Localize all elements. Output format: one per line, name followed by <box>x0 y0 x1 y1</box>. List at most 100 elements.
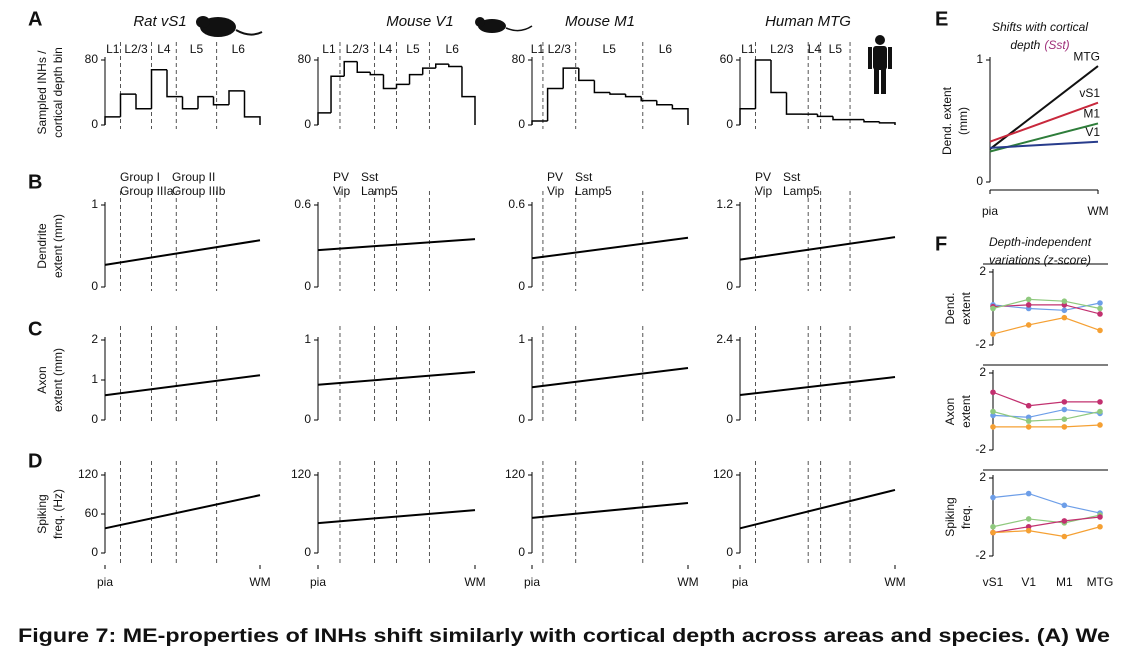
series-point <box>1097 311 1103 317</box>
histogram-bar <box>119 93 136 117</box>
series-point <box>990 305 996 312</box>
layer-label: L6 <box>659 42 673 56</box>
series-line <box>992 410 1101 422</box>
column-title: Mouse V1 <box>386 13 454 30</box>
series-line <box>992 317 1101 335</box>
y-tick-label: 1 <box>518 332 525 346</box>
y-tick-label: 2 <box>91 332 98 346</box>
y-tick-label: 120 <box>78 467 98 481</box>
histogram-bar <box>448 64 462 68</box>
series-point <box>1025 527 1032 534</box>
y-tick-label: 80 <box>512 52 526 66</box>
series-point <box>1097 300 1103 306</box>
y-tick-label: -2 <box>975 442 986 456</box>
series-point <box>1025 302 1032 308</box>
y-tick-label: -2 <box>975 548 986 562</box>
y-tick-label: 120 <box>291 467 311 481</box>
legend-entry: Lamp5 <box>361 184 398 198</box>
y-tick-label: 0.6 <box>508 197 525 211</box>
legend-entry: Sst <box>783 170 801 184</box>
series-point <box>1025 402 1032 409</box>
series-point <box>990 529 996 536</box>
histogram-bar <box>421 67 436 75</box>
panel-label: B <box>28 171 42 193</box>
legend-entry: Group I <box>120 170 160 184</box>
y-tick-label: 1 <box>91 372 98 386</box>
x-tick-label: WM <box>884 575 905 589</box>
panel-title: Shifts with cortical <box>992 20 1088 34</box>
fit-line <box>104 494 261 530</box>
histogram-bar <box>461 66 476 125</box>
series-label: V1 <box>1085 125 1100 139</box>
histogram-bar <box>166 69 183 98</box>
fit-line <box>104 374 261 397</box>
histogram-bar <box>369 72 384 76</box>
histogram-bar <box>656 100 673 106</box>
histogram-bar <box>395 83 410 89</box>
title-highlight: (Sst) <box>1044 38 1069 52</box>
panel-label: F <box>935 233 947 255</box>
y-axis-label: cortical depth bin <box>51 47 65 138</box>
legend-entry: Vip <box>755 184 772 198</box>
x-tick-label: pia <box>524 575 540 589</box>
fit-line <box>989 101 1099 143</box>
y-tick-label: 0 <box>91 545 98 559</box>
legend-entry: PV <box>755 170 771 184</box>
legend-entry: Lamp5 <box>575 184 612 198</box>
series-line <box>992 514 1101 528</box>
y-tick-label: 0 <box>726 279 733 293</box>
histogram-bar <box>228 90 245 105</box>
panel-label: A <box>28 8 42 30</box>
layer-label: L5 <box>406 42 420 56</box>
human-icon <box>868 35 892 94</box>
histogram-bar <box>816 114 833 118</box>
series-point <box>1097 422 1103 428</box>
histogram-bar <box>317 112 332 125</box>
y-tick-label: 0 <box>91 279 98 293</box>
histogram-bar <box>150 69 167 109</box>
layer-label: L1 <box>106 42 120 56</box>
fit-line <box>739 236 896 261</box>
histogram-bar <box>343 60 358 77</box>
fit-line <box>989 140 1099 149</box>
y-axis-label: extent (mm) <box>51 214 65 278</box>
histogram-bar <box>135 94 152 110</box>
histogram-bar <box>243 90 261 125</box>
layer-label: L4 <box>379 42 393 56</box>
mouse-icon <box>475 17 533 33</box>
y-tick-label: -2 <box>975 337 986 351</box>
series-point <box>1097 327 1103 334</box>
y-tick-label: 0 <box>726 412 733 426</box>
legend-entry: Lamp5 <box>783 184 820 198</box>
y-tick-label: 0 <box>304 117 311 131</box>
series-line <box>992 516 1101 534</box>
histogram-bar <box>197 95 214 109</box>
y-axis-label: Spiking <box>35 494 49 533</box>
series-point <box>990 389 996 396</box>
series-line <box>992 391 1100 407</box>
series-point <box>1025 418 1032 424</box>
series-point <box>1025 490 1032 497</box>
legend-entry: Group II <box>172 170 215 184</box>
series-point <box>1061 416 1068 423</box>
histogram-bar <box>754 59 771 109</box>
x-tick-label: V1 <box>1021 575 1036 589</box>
layer-label: L2/3 <box>548 42 572 56</box>
histogram-bar <box>593 80 610 94</box>
column-title: Human MTG <box>765 13 851 30</box>
histogram-bar <box>181 96 198 110</box>
y-tick-label: 60 <box>85 506 99 520</box>
fit-line <box>531 501 689 519</box>
histogram-bar <box>330 75 345 113</box>
series-point <box>1025 296 1032 303</box>
y-tick-label: 60 <box>720 52 734 66</box>
panel-label: E <box>935 8 948 30</box>
y-axis-label: extent (mm) <box>51 348 65 412</box>
series-point <box>990 408 996 415</box>
series-point <box>1061 518 1068 524</box>
layer-label: L2/3 <box>346 42 370 56</box>
series-point <box>1061 533 1068 540</box>
fit-line <box>739 488 896 530</box>
series-label: vS1 <box>1079 86 1100 100</box>
histogram-bar <box>356 61 371 73</box>
